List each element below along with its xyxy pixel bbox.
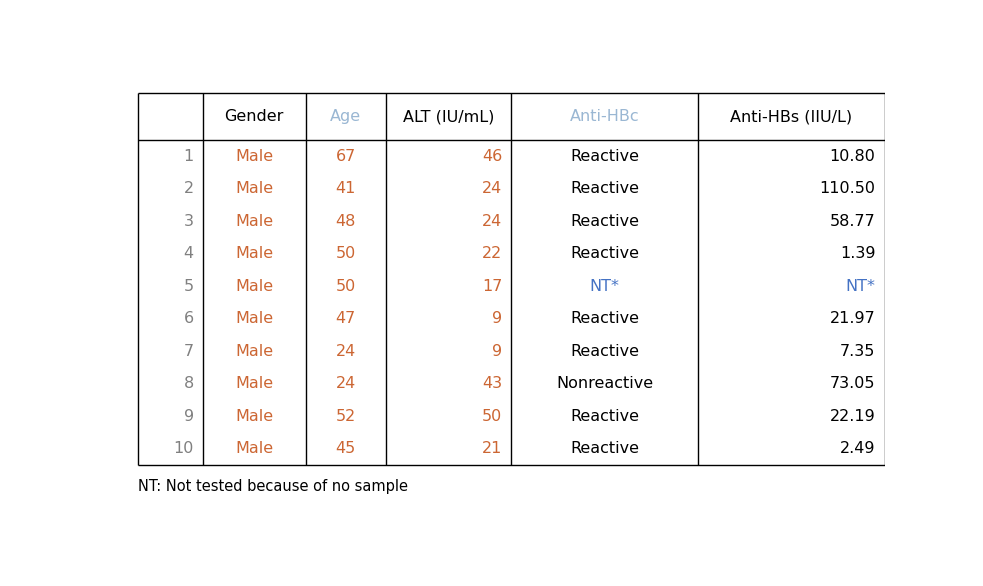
Text: 22.19: 22.19 (830, 409, 876, 424)
Text: 58.77: 58.77 (830, 214, 876, 229)
Text: 10: 10 (173, 441, 194, 456)
Text: Male: Male (235, 149, 273, 164)
Text: 22: 22 (482, 247, 502, 261)
Text: 4: 4 (184, 247, 194, 261)
Text: Male: Male (235, 376, 273, 391)
Text: 50: 50 (335, 279, 356, 294)
Text: 73.05: 73.05 (830, 376, 876, 391)
Text: Male: Male (235, 214, 273, 229)
Text: 6: 6 (184, 311, 194, 326)
Text: Male: Male (235, 409, 273, 424)
Text: 110.50: 110.50 (820, 182, 876, 196)
Text: 46: 46 (482, 149, 502, 164)
Text: Reactive: Reactive (570, 182, 639, 196)
Text: Male: Male (235, 247, 273, 261)
Text: Anti-HBc: Anti-HBc (570, 109, 640, 124)
Text: 43: 43 (482, 376, 502, 391)
Text: ALT (IU/mL): ALT (IU/mL) (403, 109, 494, 124)
Text: Gender: Gender (224, 109, 284, 124)
Text: 24: 24 (335, 376, 356, 391)
Text: Male: Male (235, 311, 273, 326)
Text: 8: 8 (184, 376, 194, 391)
Text: Reactive: Reactive (570, 409, 639, 424)
Text: 41: 41 (335, 182, 356, 196)
Text: 7: 7 (184, 344, 194, 359)
Text: 52: 52 (335, 409, 356, 424)
Text: 1: 1 (184, 149, 194, 164)
Text: Male: Male (235, 182, 273, 196)
Text: 50: 50 (335, 247, 356, 261)
Text: 9: 9 (492, 344, 502, 359)
Text: NT*: NT* (845, 279, 876, 294)
Text: 10.80: 10.80 (830, 149, 876, 164)
Text: 24: 24 (482, 182, 502, 196)
Text: 2: 2 (184, 182, 194, 196)
Text: 45: 45 (335, 441, 356, 456)
Text: Male: Male (235, 279, 273, 294)
Text: Nonreactive: Nonreactive (556, 376, 654, 391)
Text: 1.39: 1.39 (840, 247, 876, 261)
Text: 67: 67 (335, 149, 356, 164)
Text: 50: 50 (482, 409, 502, 424)
Text: Male: Male (235, 441, 273, 456)
Text: Male: Male (235, 344, 273, 359)
Text: 21: 21 (482, 441, 502, 456)
Text: Reactive: Reactive (570, 214, 639, 229)
Text: 2.49: 2.49 (840, 441, 876, 456)
Text: 24: 24 (335, 344, 356, 359)
Text: 3: 3 (184, 214, 194, 229)
Text: Reactive: Reactive (570, 344, 639, 359)
Text: 17: 17 (482, 279, 502, 294)
Text: 9: 9 (184, 409, 194, 424)
Text: 9: 9 (492, 311, 502, 326)
Text: NT: Not tested because of no sample: NT: Not tested because of no sample (138, 479, 408, 495)
Text: 5: 5 (184, 279, 194, 294)
Text: 7.35: 7.35 (840, 344, 876, 359)
Text: Reactive: Reactive (570, 149, 639, 164)
Text: Age: Age (330, 109, 362, 124)
Text: Reactive: Reactive (570, 247, 639, 261)
Text: 24: 24 (482, 214, 502, 229)
Text: 48: 48 (335, 214, 356, 229)
Text: Anti-HBs (IIU/L): Anti-HBs (IIU/L) (730, 109, 852, 124)
Text: NT*: NT* (590, 279, 619, 294)
Text: 21.97: 21.97 (830, 311, 876, 326)
Text: Reactive: Reactive (570, 311, 639, 326)
Text: Reactive: Reactive (570, 441, 639, 456)
Text: 47: 47 (335, 311, 356, 326)
